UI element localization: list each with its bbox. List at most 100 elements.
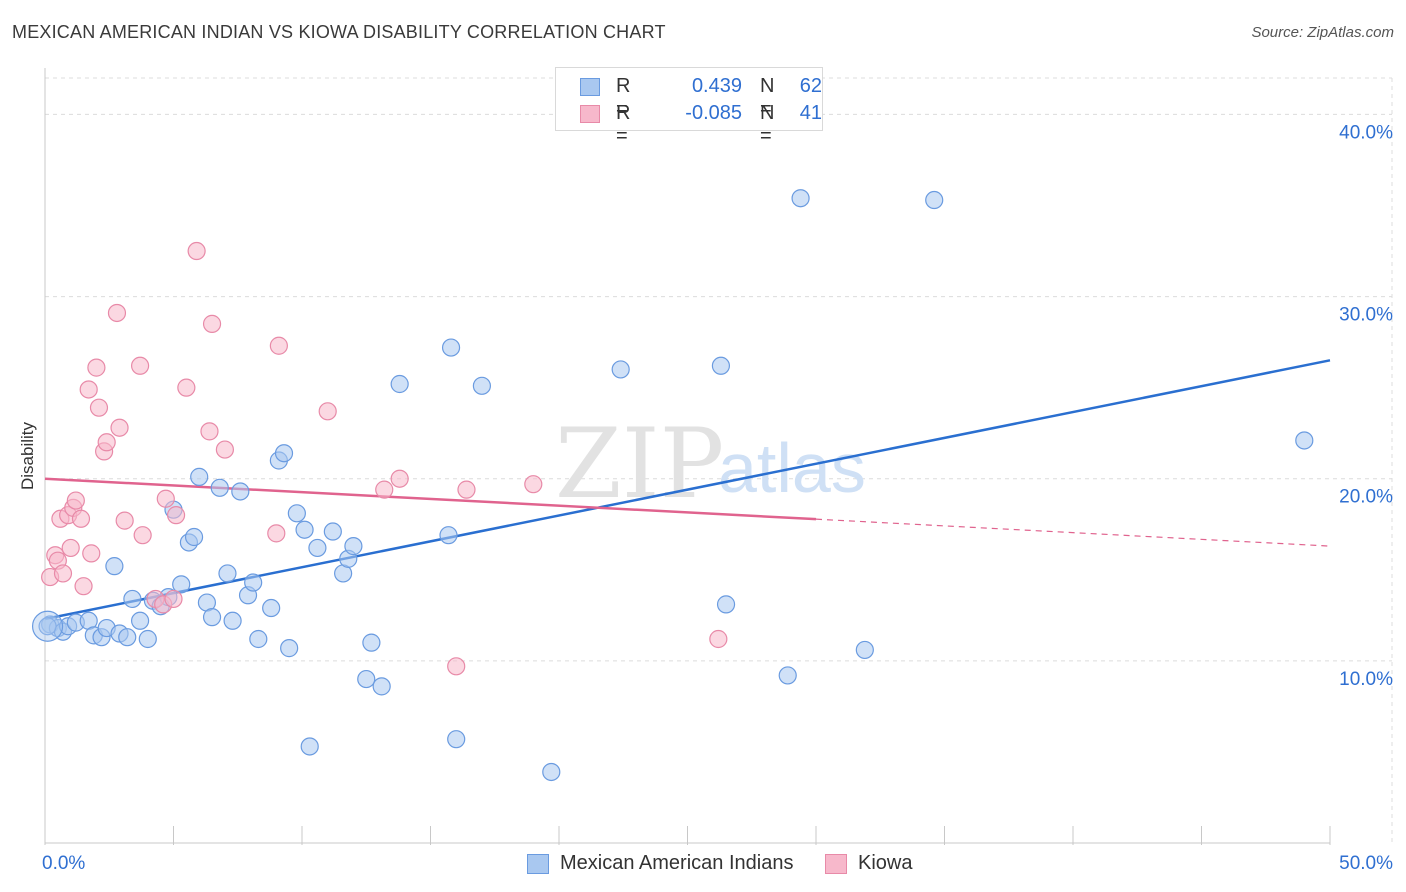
mexican-american-indian-point [611, 360, 630, 379]
n-label: N = [760, 102, 775, 147]
kiowa-point [709, 629, 728, 649]
blue-swatch [527, 854, 549, 874]
kiowa-point [187, 241, 206, 261]
mexican-american-indian-point [542, 762, 561, 782]
r-value: -0.085 [685, 102, 742, 124]
y-axis-title: Disability [18, 421, 37, 490]
axis-labels: 10.0% 20.0% 30.0% 40.0% 0.0% 50.0% Disability [18, 122, 1393, 874]
r-value: 0.439 [691, 75, 742, 97]
mexican-american-indian-point [362, 633, 381, 652]
y-tick-label: 10.0% [1339, 669, 1393, 690]
n-value: 62 [799, 75, 822, 97]
n-value: 41 [799, 102, 822, 124]
mexican-american-indian-point [244, 573, 263, 592]
kiowa-point [89, 398, 109, 417]
kiowa-point [53, 564, 73, 583]
kiowa-point [71, 509, 91, 528]
mexican-american-indian-point [123, 589, 142, 609]
mexican-american-indian-point [118, 628, 137, 647]
mexican-american-indian-point [184, 527, 204, 547]
chart-title: MEXICAN AMERICAN INDIAN VS KIOWA DISABIL… [12, 22, 666, 42]
kiowa-point [447, 657, 466, 676]
kiowa-point [390, 469, 409, 488]
mexican-american-indian-point [300, 737, 319, 756]
mexican-american-indian-point [262, 598, 281, 618]
mexican-american-indian-point [231, 482, 250, 501]
kiowa-point [318, 402, 337, 421]
mexican-american-indian-point [1295, 431, 1314, 450]
x-tick-label: 0.0% [42, 853, 85, 874]
mexican-american-indian-point [372, 677, 391, 696]
kiowa-point [133, 526, 152, 545]
mexican-american-indian-point [925, 190, 944, 210]
axes [44, 68, 1331, 845]
kiowa-point [457, 480, 476, 499]
mexican-american-indian-cluster-point [31, 610, 64, 642]
mexican-american-indian-point [344, 537, 363, 556]
trend-line-kiowa-extension [815, 518, 1331, 547]
mexican-american-indian-point [357, 669, 376, 689]
mexican-american-indian-point [38, 617, 57, 636]
r-label: R = [616, 75, 631, 120]
data-points [31, 189, 1314, 782]
series-legend: Mexican American Indians Kiowa [0, 852, 1406, 878]
mexican-american-indian-point [447, 730, 466, 749]
trend-line-kiowa [44, 477, 817, 521]
mexican-american-indian-point [711, 356, 731, 375]
mexican-american-indian-point [202, 608, 222, 627]
kiowa-point [200, 422, 219, 441]
mexican-american-indian-point [716, 595, 736, 614]
kiowa-point [524, 475, 543, 494]
r-label: R = [616, 102, 631, 147]
mexican-american-indian-point [190, 467, 209, 486]
blue-swatch [580, 78, 600, 96]
kiowa-point [269, 336, 288, 355]
mexican-american-indian-point [210, 478, 229, 497]
mexican-american-indian-point [308, 538, 327, 558]
y-tick-label: 30.0% [1339, 305, 1393, 326]
kiowa-point [74, 577, 93, 596]
kiowa-point [66, 491, 85, 510]
kiowa-point [130, 356, 150, 375]
kiowa-point [115, 511, 134, 530]
kiowa-point [164, 589, 183, 609]
mexican-american-indian-point [172, 575, 191, 594]
kiowa-point [215, 440, 234, 459]
mexican-american-indian-point [323, 522, 342, 541]
y-tick-label: 20.0% [1339, 487, 1393, 508]
mexican-american-indian-point [295, 520, 314, 539]
kiowa-point [97, 433, 116, 452]
stats-legend: R = 0.439 N = 62 R = -0.085 N = 41 [555, 67, 823, 147]
kiowa-point [177, 378, 196, 397]
mexican-american-indian-point [778, 666, 797, 685]
n-label: N = [760, 75, 775, 120]
kiowa-point [156, 489, 175, 508]
y-tick-label: 40.0% [1339, 122, 1393, 143]
pink-swatch [825, 854, 847, 874]
kiowa-point [61, 538, 80, 558]
kiowa-point [166, 506, 186, 525]
mexican-american-indian-point [791, 189, 810, 208]
mexican-american-indian-point [138, 629, 157, 649]
kiowa-point [79, 380, 98, 399]
mexican-american-indian-point [390, 374, 409, 394]
kiowa-point [87, 358, 106, 377]
kiowa-point [82, 544, 101, 563]
kiowa-point [107, 303, 127, 323]
x-tick-label: 50.0% [1339, 853, 1393, 874]
pink-swatch [580, 105, 600, 123]
mexican-american-indian-point [280, 639, 299, 658]
mexican-american-indian-point [105, 557, 124, 576]
mexican-american-indian-point [249, 629, 268, 649]
watermark-zip: ZIP [555, 408, 724, 520]
legend-label: Kiowa [858, 852, 913, 874]
kiowa-point [267, 524, 286, 543]
mexican-american-indian-point [223, 611, 242, 630]
mexican-american-indian-point [855, 640, 874, 660]
mexican-american-indian-point [130, 611, 150, 630]
mexican-american-indian-point [439, 526, 458, 545]
mexican-american-indian-point [472, 376, 491, 395]
source-label: Source: ZipAtlas.com [1251, 24, 1394, 41]
mexican-american-indian-point [218, 564, 237, 583]
